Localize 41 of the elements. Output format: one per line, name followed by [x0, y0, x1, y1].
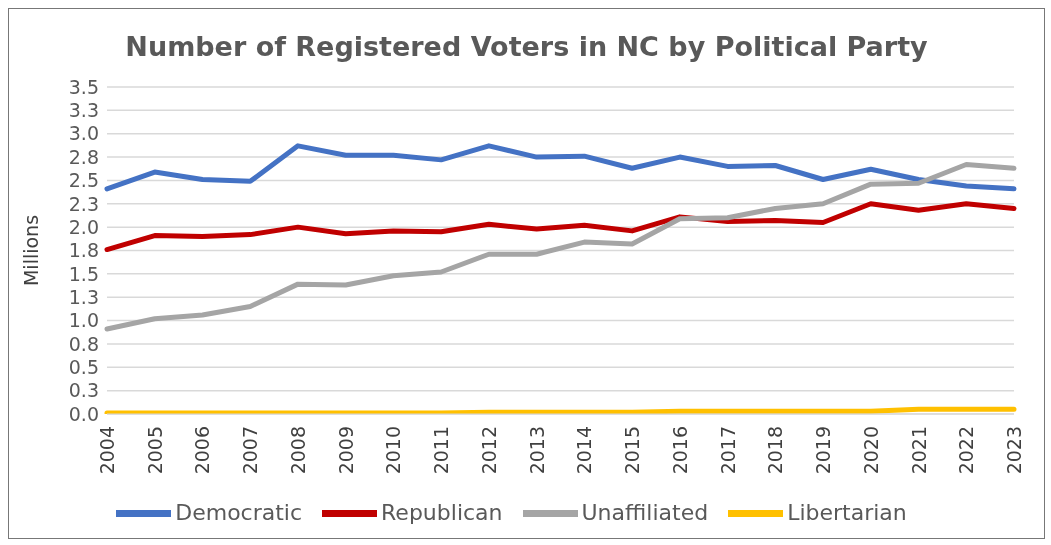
- x-tick-label: 2022: [955, 426, 978, 475]
- x-tick-label: 2020: [859, 426, 882, 475]
- x-tick-label: 2021: [907, 426, 930, 475]
- x-tick-label: 2008: [286, 426, 309, 475]
- y-tick-label: 2.8: [68, 145, 99, 168]
- y-tick-label: 0.8: [68, 332, 99, 355]
- chart-title: Number of Registered Voters in NC by Political Party: [124, 31, 929, 64]
- x-tick-label: 2012: [477, 426, 500, 475]
- y-tick-label: 3.3: [68, 99, 99, 122]
- legend-label: Republican: [381, 499, 503, 525]
- y-tick-label: 1.0: [68, 309, 99, 332]
- y-tick-label: 0.0: [68, 402, 99, 425]
- x-tick-label: 2009: [334, 426, 357, 475]
- y-tick-label: 2.5: [68, 169, 99, 192]
- x-tick-label: 2023: [1003, 426, 1025, 475]
- x-tick-label: 2004: [96, 426, 118, 475]
- x-tick-label: 2018: [764, 426, 787, 475]
- x-tick-label: 2006: [191, 426, 214, 475]
- y-axis-title: Millions: [19, 214, 42, 287]
- y-tick-label: 1.5: [68, 262, 99, 285]
- x-tick-label: 2016: [668, 426, 691, 475]
- y-tick-label: 2.0: [68, 215, 99, 238]
- legend-label: Unaffiliated: [581, 499, 709, 525]
- y-tick-label: 0.3: [68, 379, 99, 402]
- x-tick-label: 2013: [525, 426, 548, 475]
- x-tick-label: 2010: [382, 426, 405, 475]
- legend-label: Libertarian: [787, 499, 907, 525]
- y-tick-label: 3.5: [68, 75, 99, 98]
- y-tick-label: 2.3: [68, 192, 99, 215]
- legend-label: Democratic: [175, 499, 303, 525]
- x-tick-label: 2011: [430, 426, 453, 475]
- y-tick-label: 1.8: [68, 239, 99, 262]
- x-tick-label: 2007: [239, 426, 262, 475]
- y-tick-label: 0.5: [68, 356, 99, 379]
- y-tick-label: 1.3: [68, 285, 99, 308]
- y-tick-label: 3.0: [68, 122, 99, 145]
- x-tick-label: 2017: [716, 426, 739, 475]
- x-tick-label: 2015: [621, 426, 644, 475]
- x-tick-label: 2014: [573, 426, 596, 475]
- x-tick-label: 2019: [812, 426, 835, 475]
- x-tick-label: 2005: [143, 426, 166, 475]
